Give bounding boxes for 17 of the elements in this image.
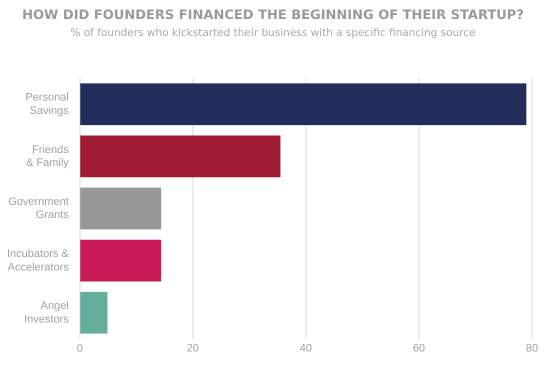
bar <box>80 188 162 230</box>
bar <box>80 136 280 178</box>
bar <box>80 240 162 282</box>
chart-subtitle: % of founders who kickstarted their business with a specific financing source <box>69 27 477 39</box>
x-tick-label: 80 <box>526 342 538 354</box>
x-tick-label: 0 <box>76 342 83 354</box>
x-tick-label: 60 <box>412 342 426 354</box>
bar <box>80 83 526 126</box>
bar <box>80 292 108 334</box>
x-tick-label: 40 <box>300 342 312 354</box>
y-tick-label: Personal Savings <box>25 92 70 117</box>
chart-title: HOW DID FOUNDERS FINANCED THE BEGINNING OF THEIR STARTUP? <box>21 8 525 23</box>
y-tick-label: Angel Investors <box>24 300 70 326</box>
y-tick-label: Government Grants <box>8 196 70 222</box>
y-tick-label: Incubators & Accelerators <box>6 248 70 274</box>
x-tick-label: 20 <box>186 342 199 354</box>
y-tick-label: Friends & Family <box>26 144 70 170</box>
